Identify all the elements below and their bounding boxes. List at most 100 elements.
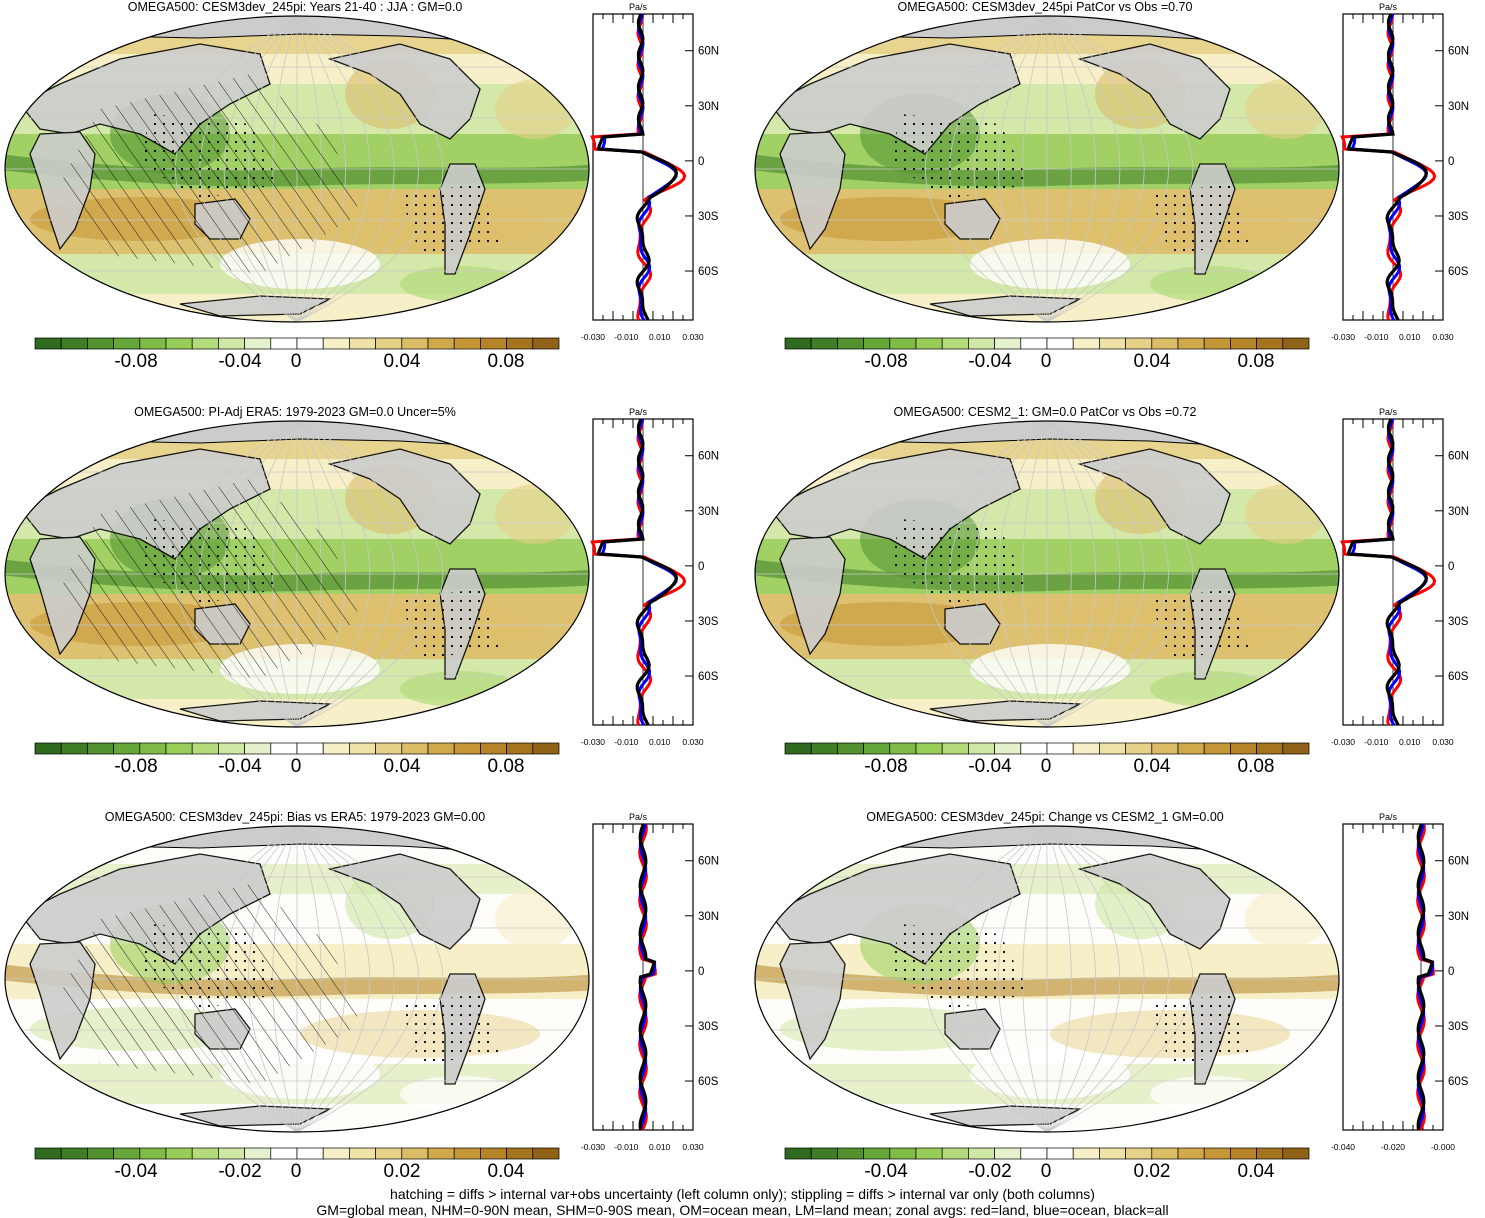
- lat-tick-label: 30N: [1448, 101, 1469, 113]
- colorbar-swatch: [322, 337, 350, 350]
- colorbar-swatch: [1125, 742, 1153, 755]
- zonal-x-tick-label: 0.010: [649, 737, 671, 745]
- colorbar-swatch: [1177, 1147, 1205, 1160]
- lat-tick-label: 60N: [1448, 856, 1469, 868]
- zonal-x-tick-label: -0.030: [581, 1142, 605, 1150]
- colorbar-swatch: [941, 337, 969, 350]
- colorbar-swatch: [218, 742, 245, 755]
- colorbar-swatch: [375, 337, 403, 350]
- colorbar-swatch: [994, 742, 1022, 755]
- colorbar-label: 0.08: [487, 756, 525, 777]
- colorbar-label: 0.08: [487, 351, 525, 372]
- colorbar-swatch: [113, 1147, 141, 1160]
- panel-title: OMEGA500: PI-Adj ERA5: 1979-2023 GM=0.0 …: [134, 405, 456, 419]
- colorbar-label: 0.04: [1133, 756, 1171, 777]
- zonal-x-tick-label: 0.010: [649, 332, 671, 340]
- colorbar-label: -0.04: [968, 351, 1012, 372]
- colorbar-swatch: [994, 337, 1022, 350]
- colorbar-swatch: [401, 1147, 429, 1160]
- lat-tick-label: 0: [698, 156, 704, 168]
- colorbar-swatch: [322, 1147, 350, 1160]
- colorbar-swatch: [889, 1147, 917, 1160]
- colorbar-label: 0.02: [1133, 1161, 1171, 1182]
- colorbar-swatch: [1072, 742, 1100, 755]
- panel-title: OMEGA500: CESM3dev_245pi: Years 21-40 : …: [127, 0, 463, 14]
- map-panel-3: OMEGA500: PI-Adj ERA5: 1979-2023 GM=0.0 …: [0, 405, 742, 810]
- lat-tick-label: 30S: [698, 616, 719, 628]
- colorbar-swatch: [837, 742, 864, 755]
- colorbar-label: 0: [290, 1161, 302, 1182]
- lat-tick-label: 30N: [698, 101, 719, 113]
- lat-tick-label: 0: [1448, 561, 1454, 573]
- colorbar-label: 0.02: [383, 1161, 421, 1182]
- colorbar-swatch: [453, 1147, 481, 1160]
- zonal-unit-label: Pa/s: [629, 2, 648, 12]
- zonal-x-tick-label: 0.010: [649, 1142, 671, 1150]
- colorbar-swatch: [191, 1147, 219, 1160]
- colorbar-label: -0.04: [864, 1161, 908, 1182]
- colorbar-swatch: [1151, 337, 1179, 350]
- colorbar-swatch: [1177, 337, 1205, 350]
- colorbar-label: -0.04: [114, 1161, 158, 1182]
- colorbar-swatch: [1230, 742, 1257, 755]
- colorbar-swatch: [532, 1147, 560, 1160]
- zonal-mean-plot: Pa/s 60N 30N 0 30S 60S -0.030 -0.010 0.010 0.030: [581, 2, 719, 340]
- colorbar-label: 0: [290, 351, 302, 372]
- colorbar-swatch: [1230, 1147, 1257, 1160]
- colorbar: [784, 1147, 1310, 1160]
- colorbar-label: 0.08: [1237, 756, 1275, 777]
- lat-tick-label: 30N: [1448, 911, 1469, 923]
- colorbar-swatch: [270, 1147, 298, 1160]
- colorbar-swatch: [915, 1147, 943, 1160]
- colorbar-swatch: [784, 742, 812, 755]
- colorbar-swatch: [1203, 742, 1231, 755]
- colorbar-swatch: [218, 1147, 245, 1160]
- colorbar-swatch: [60, 742, 88, 755]
- zonal-mean-plot: Pa/s 60N 30N 0 30S 60S -0.030 -0.010 0.010 0.030: [1331, 407, 1469, 745]
- colorbar-label: -0.04: [218, 351, 262, 372]
- zonal-x-tick-label: -0.030: [581, 332, 605, 340]
- colorbar-swatch: [480, 337, 507, 350]
- colorbar-label: -0.08: [114, 351, 158, 372]
- colorbar: [784, 742, 1310, 755]
- colorbar-swatch: [165, 337, 193, 350]
- zonal-x-tick-label: -0.010: [1364, 332, 1388, 340]
- zonal-mean-plot: Pa/s 60N 30N 0 30S 60S -0.030 -0.010 0.010 0.030: [581, 407, 719, 745]
- colorbar-swatch: [480, 742, 507, 755]
- panel-title: OMEGA500: CESM3dev_245pi: Change vs CESM…: [866, 810, 1224, 824]
- colorbar-label: 0: [1040, 351, 1052, 372]
- zonal-all-curve: [596, 418, 679, 726]
- colorbar-swatch: [1203, 337, 1231, 350]
- colorbar-swatch: [810, 337, 838, 350]
- colorbar-swatch: [810, 1147, 838, 1160]
- zonal-x-tick-label: 0.030: [1432, 737, 1454, 745]
- colorbar-swatch: [1020, 337, 1048, 350]
- colorbar-swatch: [1282, 1147, 1310, 1160]
- colorbar-swatch: [60, 337, 88, 350]
- robinson-map: [754, 15, 1340, 323]
- colorbar-label: 0.04: [487, 1161, 525, 1182]
- colorbar-label: 0: [1040, 756, 1052, 777]
- colorbar-swatch: [532, 742, 560, 755]
- colorbar-swatch: [837, 337, 864, 350]
- colorbar-swatch: [1151, 1147, 1179, 1160]
- colorbar-swatch: [34, 742, 62, 755]
- zonal-x-tick-label: -0.010: [614, 1142, 638, 1150]
- colorbar-label: -0.02: [968, 1161, 1012, 1182]
- zonal-unit-label: Pa/s: [1379, 812, 1398, 822]
- colorbar-swatch: [191, 742, 219, 755]
- colorbar-swatch: [427, 1147, 455, 1160]
- zonal-mean-plot: Pa/s 60N 30N 0 30S 60S -0.030 -0.010 0.010 0.030: [581, 812, 719, 1150]
- colorbar-swatch: [1256, 337, 1284, 350]
- colorbar-swatch: [889, 742, 917, 755]
- colorbar-swatch: [113, 742, 141, 755]
- colorbar-swatch: [863, 337, 891, 350]
- colorbar-swatch: [506, 742, 534, 755]
- lat-tick-label: 30N: [1448, 506, 1469, 518]
- colorbar-swatch: [968, 1147, 995, 1160]
- colorbar-swatch: [401, 337, 429, 350]
- colorbar-swatch: [139, 742, 167, 755]
- zonal-x-tick-label: 0.030: [682, 332, 704, 340]
- map-panel-2: OMEGA500: CESM3dev_245pi PatCor vs Obs =…: [750, 0, 1485, 405]
- panel-title: OMEGA500: CESM2_1: GM=0.0 PatCor vs Obs …: [893, 405, 1197, 419]
